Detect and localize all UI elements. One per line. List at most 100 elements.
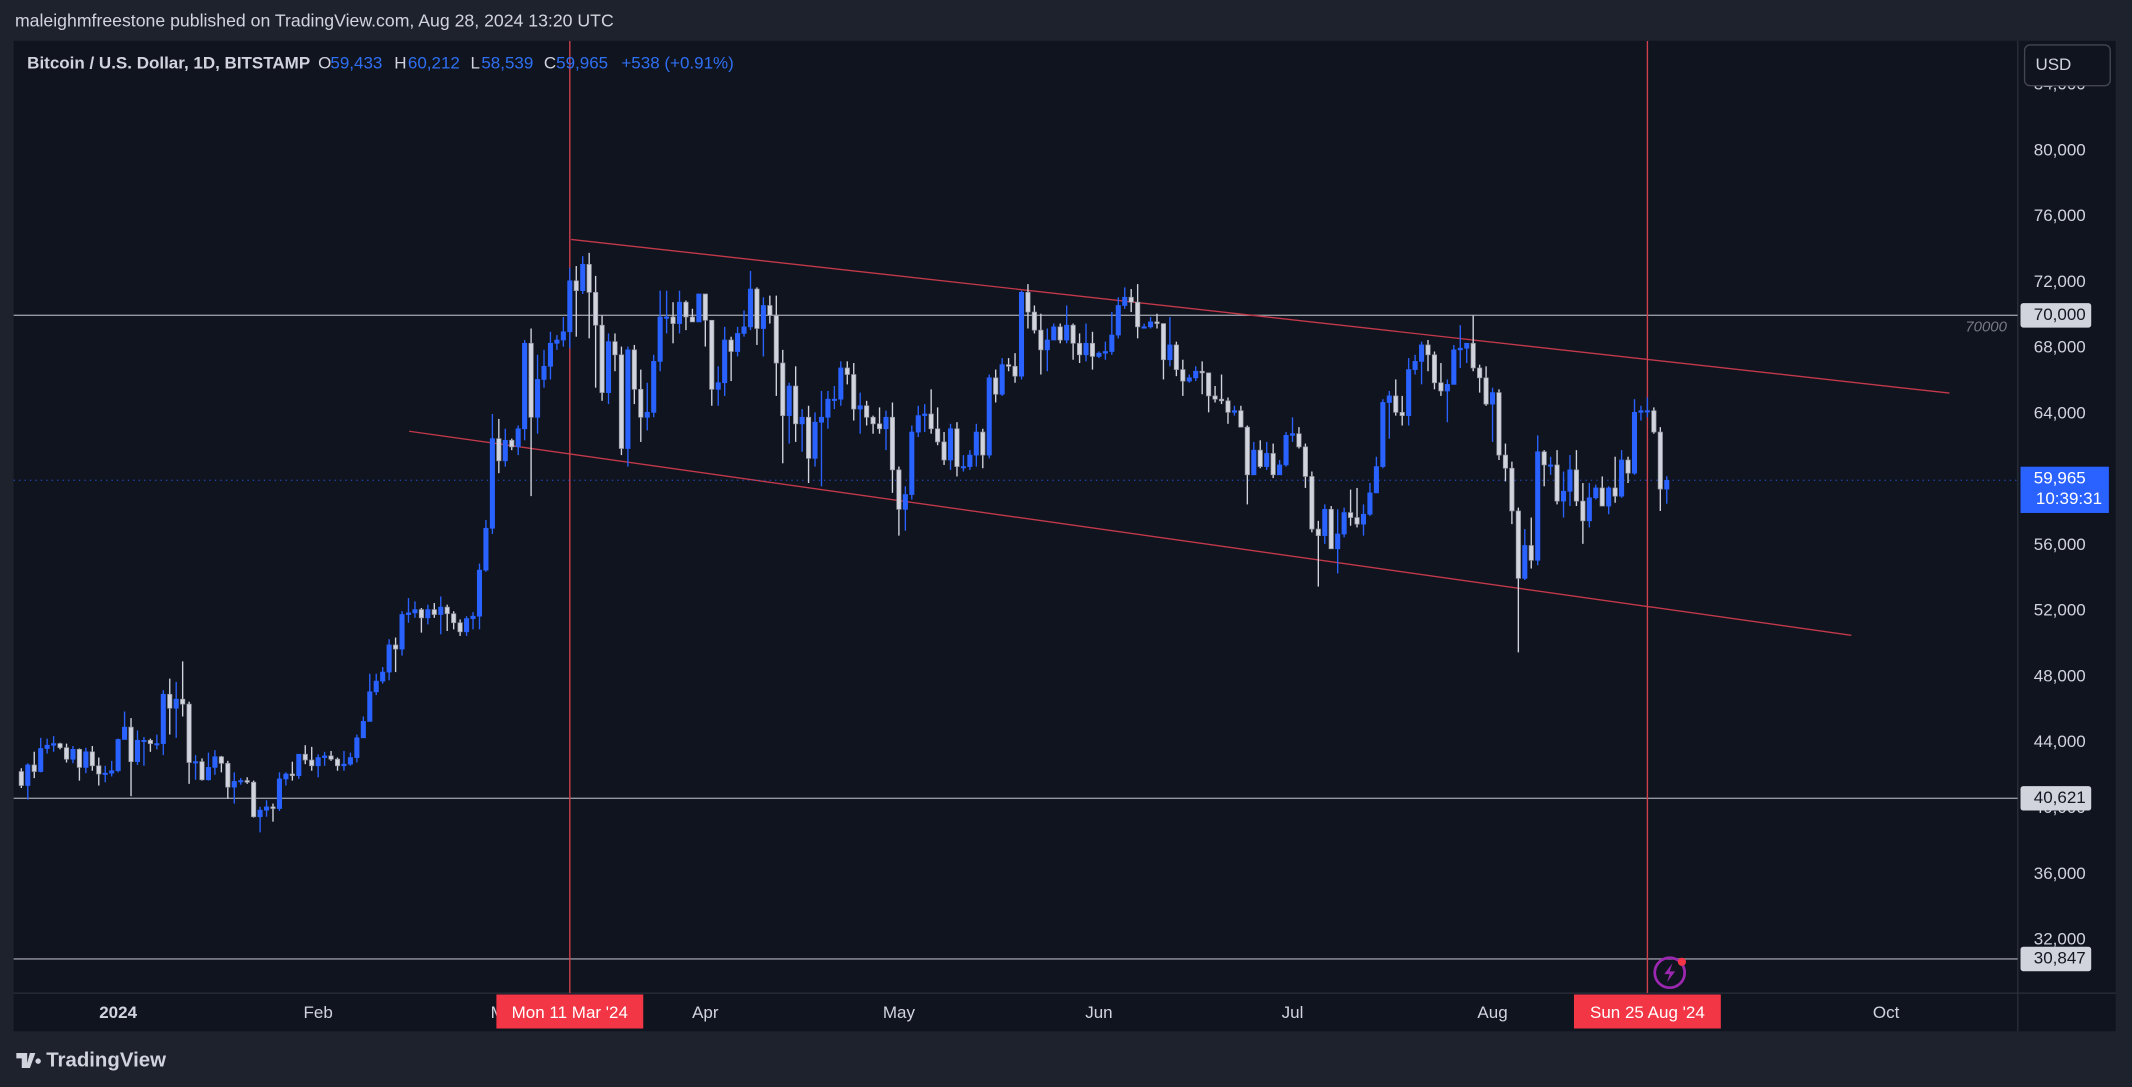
- candle-body: [1225, 400, 1231, 413]
- alert-dot[interactable]: [1677, 957, 1687, 966]
- candle-body: [1283, 435, 1289, 466]
- x-tick-label: 2024: [99, 1003, 137, 1022]
- candle-body: [89, 751, 95, 767]
- candle-body: [1173, 344, 1179, 370]
- candle-body: [1096, 352, 1102, 357]
- candle-body: [347, 757, 353, 765]
- candle-body: [96, 765, 102, 775]
- brand-name[interactable]: TradingView: [46, 1050, 166, 1072]
- ohlc-value: 60,212: [408, 53, 460, 72]
- candle-body: [1135, 301, 1141, 328]
- candle-body: [1064, 324, 1070, 341]
- alert-bolt[interactable]: [1664, 963, 1676, 983]
- candle-body: [1231, 410, 1237, 413]
- candle-body: [1541, 451, 1547, 466]
- candle-body: [1141, 326, 1147, 329]
- candle-body: [425, 609, 431, 619]
- candle-body: [967, 454, 973, 467]
- candle-body: [1638, 410, 1644, 413]
- candle-body: [928, 413, 934, 430]
- candle-body: [1580, 500, 1586, 522]
- candle-body: [509, 439, 515, 448]
- candle-body: [1257, 449, 1263, 467]
- candle-body: [1464, 342, 1470, 349]
- candle-body: [883, 416, 889, 430]
- candle-body: [1102, 351, 1108, 354]
- candle-body: [341, 763, 347, 767]
- candle-body: [1270, 453, 1276, 476]
- candle-body: [773, 315, 779, 364]
- candle-body: [199, 761, 205, 781]
- candle-body: [44, 744, 50, 749]
- candle-body: [1444, 384, 1450, 392]
- candle-body: [1502, 454, 1508, 469]
- candle-body: [1302, 446, 1308, 477]
- alert-icon[interactable]: [1653, 956, 1687, 990]
- candle-body: [218, 756, 224, 764]
- candle-body: [838, 367, 844, 400]
- footer-brand[interactable]: TradingView: [16, 1050, 166, 1072]
- currency-button[interactable]: USD: [2023, 44, 2111, 87]
- candle-body: [1193, 370, 1199, 379]
- currency-label[interactable]: USD: [2035, 55, 2071, 74]
- candle-body: [431, 609, 437, 615]
- candle-body: [1470, 342, 1476, 369]
- currency-button-box[interactable]: [2023, 44, 2111, 87]
- brand-logo[interactable]: [16, 1052, 41, 1068]
- candle-body: [1606, 487, 1612, 507]
- candle-body: [360, 721, 366, 739]
- candle-body: [722, 339, 728, 384]
- candle-body: [1612, 487, 1618, 497]
- candle-body: [689, 316, 695, 323]
- candle-body: [999, 364, 1005, 395]
- candle-body: [244, 780, 250, 783]
- candle-body: [302, 753, 308, 761]
- candle-body: [102, 772, 108, 775]
- y-tick-label: 64,000: [2034, 403, 2086, 422]
- candle-body: [522, 342, 528, 430]
- alert-ring[interactable]: [1653, 956, 1687, 990]
- candle-body: [1419, 344, 1425, 362]
- candle-body: [367, 691, 373, 722]
- candle-body: [1122, 296, 1128, 306]
- candle-body: [1586, 497, 1592, 522]
- candle-body: [405, 612, 412, 615]
- candle-body: [476, 569, 483, 617]
- candle-body: [1025, 291, 1031, 313]
- candle-body: [806, 416, 812, 459]
- candle-body: [457, 622, 463, 633]
- candle-body: [180, 698, 186, 705]
- candle-body: [1057, 326, 1063, 341]
- ohlc-value: 58,539: [481, 53, 533, 72]
- candle-body: [877, 423, 883, 430]
- candle-body: [76, 748, 82, 768]
- candle-body: [167, 693, 173, 709]
- candle-body: [380, 671, 386, 682]
- candle-body: [1335, 533, 1341, 550]
- candle-body: [902, 494, 908, 510]
- change: +538 (+0.91%): [621, 53, 733, 72]
- candle-body: [502, 439, 508, 462]
- candle-body: [70, 748, 76, 760]
- candle-body: [657, 316, 663, 362]
- candle-body: [1244, 426, 1250, 476]
- candle-body: [728, 339, 734, 352]
- y-tick-label: 80,000: [2034, 140, 2086, 159]
- candle-body: [57, 743, 63, 749]
- candle-body: [1438, 382, 1444, 392]
- candle-body: [1625, 459, 1631, 474]
- horizontal-line-text: 70000: [1965, 319, 2007, 336]
- candle-body: [83, 751, 89, 768]
- candle-body: [528, 342, 534, 418]
- candle-body: [851, 374, 857, 410]
- candle-body: [186, 703, 192, 763]
- candle-body: [1115, 305, 1121, 336]
- candle-body: [1425, 344, 1431, 356]
- candle-body: [1431, 354, 1438, 384]
- ohlc-label: C: [544, 53, 556, 72]
- candle-body: [715, 382, 721, 390]
- candle-body: [1199, 370, 1205, 374]
- candle-body: [193, 761, 199, 764]
- candle-body: [1264, 453, 1270, 467]
